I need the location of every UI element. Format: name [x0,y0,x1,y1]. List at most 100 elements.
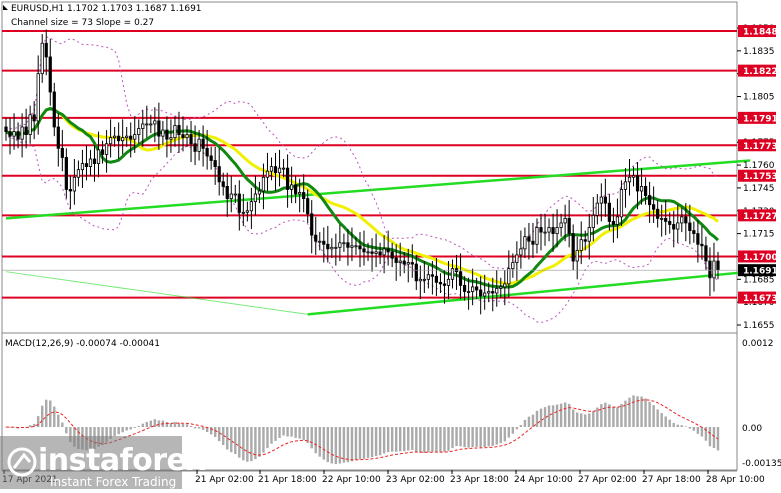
macd-bar [563,402,567,427]
macd-bar [366,427,370,458]
collapse-triangle-icon [3,5,8,10]
candle [466,277,471,310]
candle [362,230,366,266]
macd-bar [543,407,547,427]
candlesticks [4,29,720,315]
macd-bar [270,427,273,444]
level-tag [738,250,776,263]
macd-bar [620,404,623,427]
macd-bar [8,427,12,428]
candle [289,166,294,204]
x-tick-label: 24 Apr 10:00 [514,475,573,485]
candle [378,242,382,265]
candle [591,197,595,242]
candle [515,241,519,281]
macd-bar [531,414,535,427]
macd-bar [483,427,486,448]
candle [52,82,56,137]
candle [104,130,109,173]
macd-bar [57,414,60,427]
candle [434,257,439,297]
candle [257,181,262,204]
macd-bar [282,427,285,436]
macd-bar [145,421,149,427]
candle [149,114,153,134]
candle [607,194,611,231]
x-tick-label: 21 Apr 18:00 [258,475,317,485]
macd-bar [475,427,478,447]
candle [382,235,386,274]
candle [48,38,52,106]
candle [100,140,105,164]
macd-bar [439,427,442,452]
candle [189,120,193,163]
candle [479,276,483,315]
candle [708,247,712,297]
level-tag-label: 1.1673 [743,294,778,304]
macd-bar [447,427,450,451]
candle [8,117,12,155]
candle [664,200,668,236]
macd-bar [226,427,229,450]
macd-bar [302,427,305,440]
macd-bar [660,413,663,427]
candle [68,175,72,210]
macd-bar [503,427,507,442]
candle [84,145,89,181]
candle [277,149,282,187]
candle [108,119,113,158]
candle [269,157,274,181]
macd-bar [294,427,297,438]
macd-tick-zero: 0.00 [742,424,762,434]
candle [181,116,185,152]
candle [298,178,302,213]
macd-bar [547,405,551,427]
candle [696,219,700,263]
level-tag [738,64,776,77]
macd-histogram [4,395,720,465]
macd-bar [580,413,583,427]
macd-bar [362,427,366,459]
candle [342,233,346,252]
candle [559,213,563,237]
macd-bar [455,427,458,447]
level-tag [738,139,776,152]
candle [635,162,640,210]
macd-bar [688,427,692,429]
macd-bar [117,427,120,435]
candle [350,227,354,262]
macd-bar [246,427,249,462]
candle [225,172,229,217]
y-tick-label: 1.1655 [743,321,775,331]
candle [261,163,266,210]
candle [117,122,121,159]
macd-bar [149,420,153,427]
macd-bar [676,424,679,427]
x-tick-label: 21 Apr 02:00 [195,475,254,485]
candle [249,187,253,230]
candle [672,210,676,248]
macd-bar [330,427,334,464]
level-tag-label: 1.1727 [743,212,778,222]
candle [40,34,44,83]
macd-bar [254,427,257,460]
candle [28,105,32,144]
candle [676,204,680,243]
y-tick-label: 1.1835 [743,47,775,57]
current-price-box [738,264,776,277]
candle [680,207,684,233]
candle [233,184,237,204]
macd-bar [310,427,313,449]
macd-bar [354,427,358,461]
y-tick-label: 1.1715 [743,230,775,240]
macd-bar [495,427,498,445]
macd-bar [600,404,603,427]
macd-bar [700,427,704,437]
candle [700,226,704,260]
level-tag-label: 1.1822 [743,67,778,77]
macd-bar [644,398,647,427]
candle [64,148,68,199]
candle [394,244,398,281]
candle [639,168,644,205]
